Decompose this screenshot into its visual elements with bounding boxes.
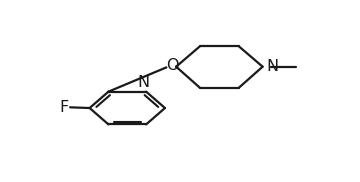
Text: F: F [59, 100, 68, 115]
Text: N: N [138, 75, 150, 90]
Text: O: O [166, 58, 178, 74]
Text: N: N [266, 59, 278, 74]
